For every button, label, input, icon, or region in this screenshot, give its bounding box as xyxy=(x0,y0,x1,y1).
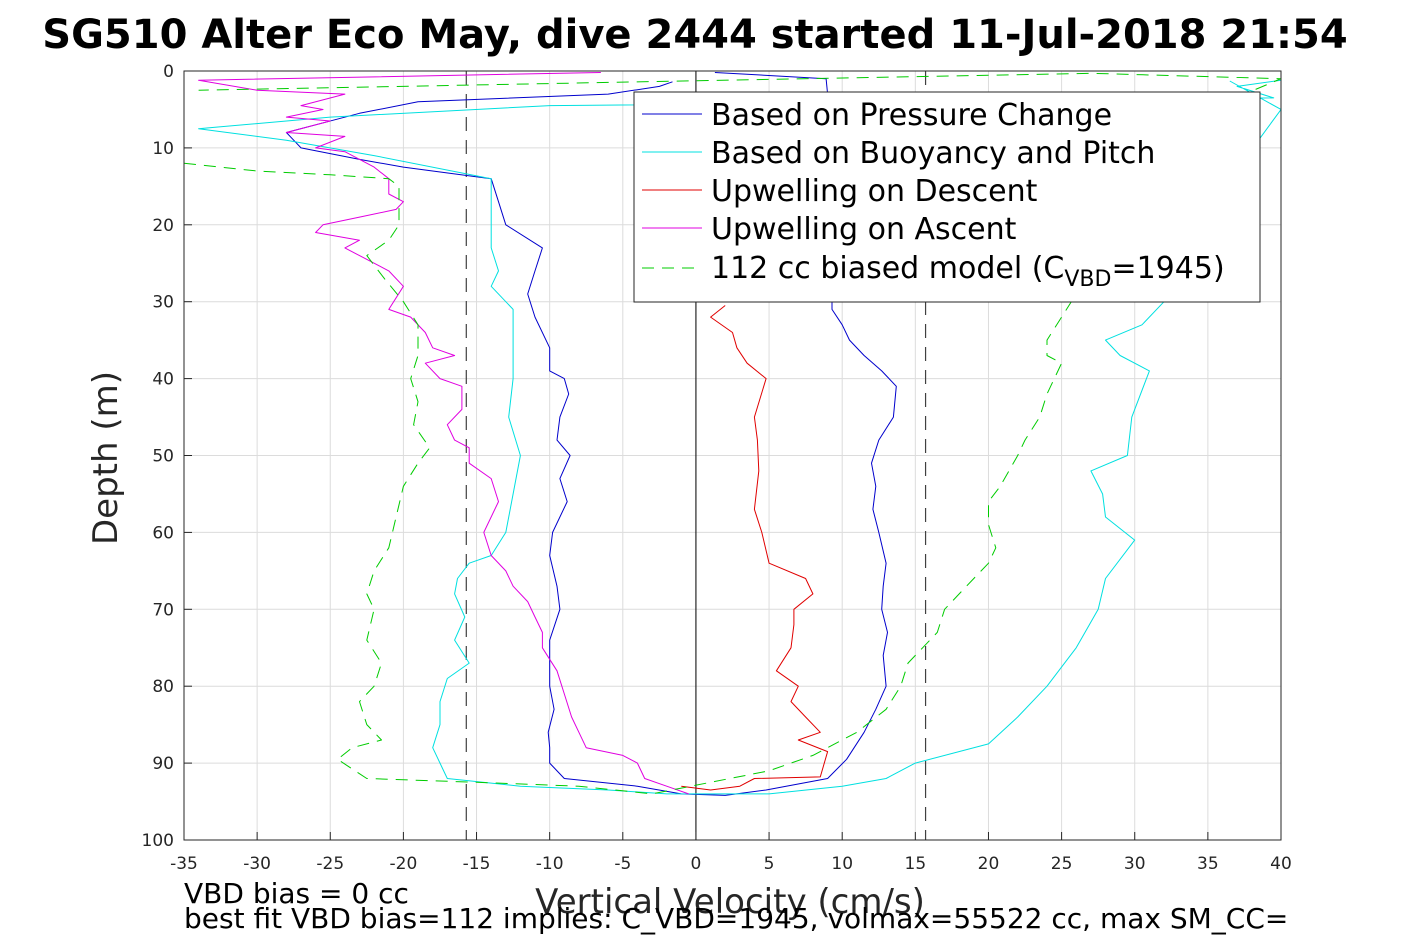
x-tick-label: -20 xyxy=(390,854,418,874)
legend-label-pressure: Based on Pressure Change xyxy=(711,98,1112,133)
x-tick-label: -10 xyxy=(536,854,564,874)
y-tick-label: 20 xyxy=(152,216,174,236)
y-axis-title: Depth (m) xyxy=(86,371,126,545)
legend-label-up-ascent: Upwelling on Ascent xyxy=(711,212,1017,247)
series-line-up_ascent xyxy=(198,72,689,795)
y-tick-label: 80 xyxy=(152,677,174,697)
legend-label-buoyancy: Based on Buoyancy and Pitch xyxy=(711,136,1155,171)
legend-label-up-descent: Upwelling on Descent xyxy=(711,174,1038,209)
x-axis-title: Vertical Velocity (cm/s) xyxy=(535,882,925,922)
legend-model-subscript: VBD xyxy=(1064,267,1111,292)
legend-model-prefix: 112 cc biased model (C xyxy=(711,251,1064,286)
y-tick-label: 0 xyxy=(163,62,174,82)
x-ticks: -35 -30 -25 -20 -15 -10 -5 0 5 10 15 20 25 30 35 40 xyxy=(170,832,1292,874)
y-tick-label: 70 xyxy=(152,600,174,620)
x-tick-label: 15 xyxy=(905,854,927,874)
vbd-bias-text: VBD bias = 0 cc xyxy=(184,877,409,910)
series-layer xyxy=(184,72,1281,796)
series-line-pressure xyxy=(285,72,897,796)
x-tick-label: 20 xyxy=(978,854,1000,874)
series-line-model xyxy=(184,72,1281,795)
y-tick-label: 100 xyxy=(142,831,174,851)
x-tick-label: 35 xyxy=(1197,854,1219,874)
x-tick-label: 25 xyxy=(1051,854,1073,874)
x-tick-label: -30 xyxy=(243,854,271,874)
x-tick-label: 0 xyxy=(691,854,702,874)
x-tick-label: -25 xyxy=(316,854,344,874)
series-line-up_descent xyxy=(681,305,829,791)
chart-title: SG510 Alter Eco May, dive 2444 started 1… xyxy=(42,12,1347,58)
y-tick-label: 40 xyxy=(152,370,174,390)
x-tick-label: -15 xyxy=(463,854,491,874)
y-ticks: 0 10 20 30 40 50 60 70 80 90 100 xyxy=(142,62,192,851)
x-tick-label: -35 xyxy=(170,854,198,874)
y-tick-label: 90 xyxy=(152,754,174,774)
x-tick-label: 40 xyxy=(1270,854,1292,874)
legend-label-model: 112 cc biased model (CVBD=1945) xyxy=(711,251,1225,292)
legend-box xyxy=(633,91,1261,303)
best-fit-text: best fit VBD bias=112 implies: C_VBD=194… xyxy=(184,902,1288,935)
legend: Based on Pressure Change Based on Buoyan… xyxy=(633,91,1261,303)
x-tick-label: 10 xyxy=(831,854,853,874)
y-tick-label: 10 xyxy=(152,139,174,159)
x-tick-label: 5 xyxy=(764,854,775,874)
y-tick-label: 60 xyxy=(152,523,174,543)
legend-model-suffix: =1945) xyxy=(1111,251,1224,286)
y-tick-label: 30 xyxy=(152,293,174,313)
series-line-buoyancy xyxy=(198,79,1281,795)
y-tick-label: 50 xyxy=(152,447,174,467)
x-tick-label: 30 xyxy=(1124,854,1146,874)
x-tick-label: -5 xyxy=(614,854,631,874)
